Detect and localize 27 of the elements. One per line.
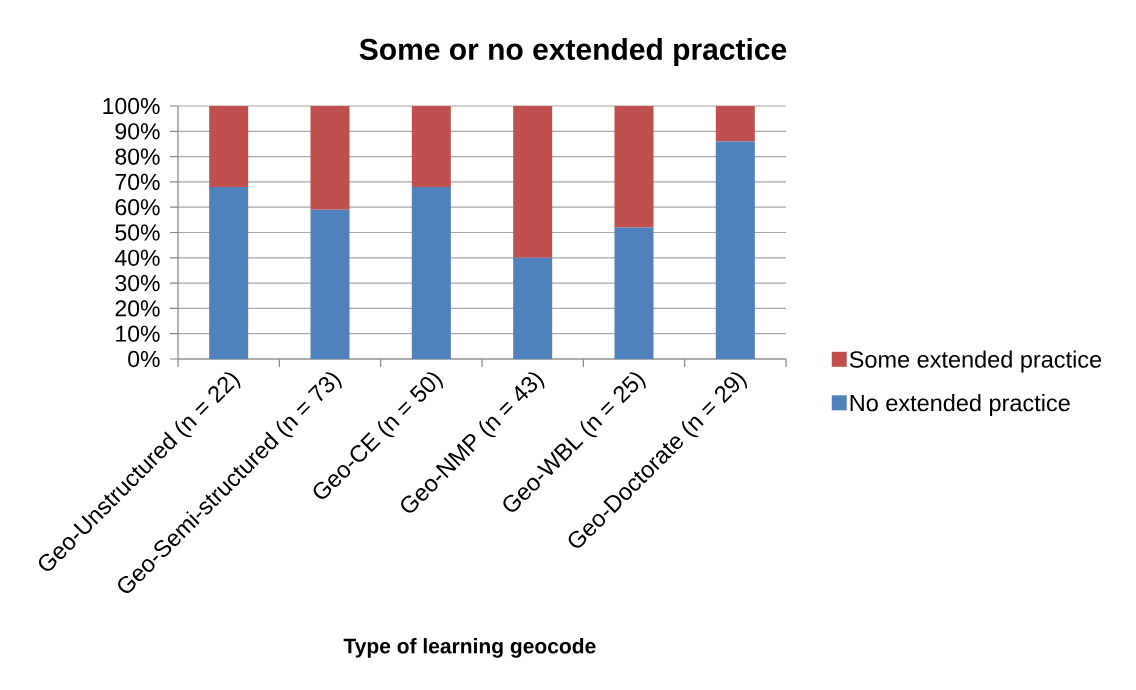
chart-title: Some or no extended practice bbox=[359, 38, 787, 66]
bar bbox=[513, 257, 553, 359]
y-tick-label: 30% bbox=[115, 274, 160, 292]
bar bbox=[411, 106, 451, 187]
y-tick-label: 50% bbox=[115, 224, 160, 241]
legend-label: Some extended practice bbox=[849, 350, 1102, 373]
bar bbox=[715, 141, 755, 359]
bar bbox=[614, 106, 654, 228]
bar bbox=[209, 186, 249, 359]
y-tick-label: 60% bbox=[115, 199, 160, 216]
x-axis-title: Type of learning geocode bbox=[343, 638, 596, 658]
y-tick-label: 90% bbox=[115, 123, 160, 140]
y-tick-label: 100% bbox=[103, 97, 160, 115]
y-tick-label: 0% bbox=[128, 350, 160, 368]
bar bbox=[310, 106, 350, 210]
y-tick-label: 70% bbox=[115, 173, 160, 191]
y-tick-label: 80% bbox=[115, 148, 160, 165]
bar bbox=[209, 106, 249, 187]
y-tick-label: 20% bbox=[115, 300, 160, 317]
legend-label: No extended practice bbox=[850, 394, 1070, 416]
bar bbox=[715, 106, 755, 142]
bar bbox=[310, 209, 350, 359]
y-tick-label: 10% bbox=[116, 325, 160, 342]
bar bbox=[614, 227, 654, 359]
y-tick-label: 40% bbox=[114, 249, 160, 266]
bar bbox=[513, 106, 553, 258]
bar bbox=[411, 186, 451, 359]
